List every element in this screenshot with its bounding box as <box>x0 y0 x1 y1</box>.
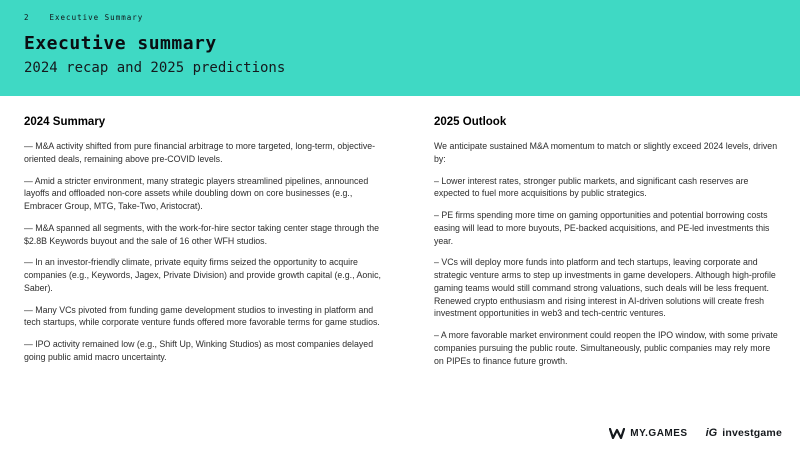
section-label: Executive Summary <box>49 13 144 22</box>
bullet-2025-4: – A more favorable market environment co… <box>434 330 778 366</box>
column-heading-2025: 2025 Outlook <box>434 116 507 128</box>
mygames-logo: MY.GAMES <box>609 427 688 439</box>
investgame-logo: iG investgame <box>706 427 782 439</box>
mygames-mark-icon <box>609 427 626 439</box>
column-heading-2024: 2024 Summary <box>24 116 106 128</box>
page-title: Executive summary <box>24 33 217 54</box>
slide-body: 2024 Summary — M&A activity shifted from… <box>0 96 800 376</box>
bullet-2024-1: — M&A activity shifted from pure financi… <box>24 141 376 164</box>
bullet-2024-4: — In an investor-friendly climate, priva… <box>24 257 381 293</box>
footer-logos: MY.GAMES iG investgame <box>609 427 782 439</box>
column-2025-outlook: 2025 Outlook We anticipate sustained M&A… <box>434 116 782 376</box>
bullet-2025-1: – Lower interest rates, stronger public … <box>434 175 749 199</box>
page-subtitle: 2024 recap and 2025 predictions <box>24 60 286 76</box>
page-number: 2 <box>24 13 30 22</box>
bullet-2024-2: — Amid a stricter environment, many stra… <box>24 175 369 212</box>
slide-header: 2 Executive Summary Executive summary 20… <box>0 0 800 96</box>
header-meta: 2 Executive Summary <box>24 13 776 22</box>
investgame-logo-text: investgame <box>722 427 782 439</box>
column-2024-summary: 2024 Summary — M&A activity shifted from… <box>24 116 392 376</box>
outlook-intro: We anticipate sustained M&A momentum to … <box>434 141 778 164</box>
investgame-mark-icon: iG <box>705 427 718 439</box>
bullet-2024-3: — M&A spanned all segments, with the wor… <box>24 222 379 246</box>
bullet-2024-6: — IPO activity remained low (e.g., Shift… <box>24 339 374 362</box>
mygames-logo-text: MY.GAMES <box>630 427 688 439</box>
bullet-2025-3: – VCs will deploy more funds into platfo… <box>434 257 776 319</box>
bullet-2024-5: — Many VCs pivoted from funding game dev… <box>24 304 380 328</box>
bullet-2025-2: – PE firms spending more time on gaming … <box>434 210 770 246</box>
